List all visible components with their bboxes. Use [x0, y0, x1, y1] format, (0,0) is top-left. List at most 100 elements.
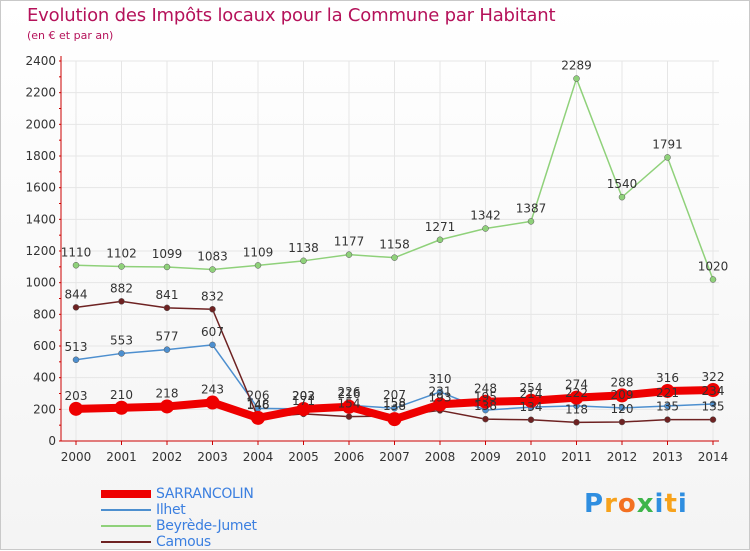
data-label-ilhet: 513	[65, 340, 88, 354]
y-tick-label: 600	[33, 339, 56, 353]
data-point-camous	[209, 306, 216, 313]
data-point-beyr-de-jumet	[527, 218, 535, 225]
data-point-sarrancolin	[615, 388, 629, 403]
data-label-ilhet: 214	[520, 387, 543, 401]
y-tick-label: 2200	[25, 86, 56, 100]
data-labels: 203 210 218 243 146 202 216 138 231 248 254 274 288 3…	[61, 59, 729, 417]
data-label-beyr-de-jumet: 1540	[607, 177, 638, 191]
data-label-beyr-de-jumet: 1158	[379, 238, 410, 252]
data-point-beyr-de-jumet	[618, 193, 626, 201]
logo-letter: i	[677, 489, 688, 519]
data-label-ilhet: 207	[383, 388, 406, 402]
data-point-camous	[163, 304, 171, 312]
data-label-camous: 171	[292, 394, 315, 408]
x-tick-label: 2013	[652, 450, 683, 464]
legend-swatch-ilhet	[101, 509, 151, 511]
data-point-ilhet	[163, 346, 171, 353]
data-label-sarrancolin: 146	[247, 398, 270, 412]
data-label-sarrancolin: 243	[201, 383, 224, 397]
y-tick-label: 0	[48, 434, 56, 448]
data-label-camous: 148	[247, 398, 270, 412]
series-lines	[69, 75, 720, 427]
data-point-beyr-de-jumet	[209, 266, 216, 273]
y-tick-label: 1200	[25, 244, 56, 258]
data-label-sarrancolin: 231	[429, 384, 452, 398]
data-label-ilhet: 195	[474, 390, 497, 404]
data-label-ilhet: 209	[611, 388, 634, 402]
data-label-beyr-de-jumet: 1099	[152, 247, 183, 261]
y-tick-label: 400	[33, 371, 56, 385]
y-tick-label: 2400	[25, 54, 56, 68]
data-point-beyr-de-jumet	[254, 262, 262, 269]
data-label-camous: 138	[474, 399, 497, 413]
y-tick-label: 2000	[25, 117, 56, 131]
x-tick-label: 2002	[152, 450, 183, 464]
x-tick-label: 2006	[334, 450, 365, 464]
y-tick-label: 1400	[25, 212, 56, 226]
legend-label-camous: Camous	[156, 534, 211, 550]
x-tick-label: 2005	[288, 450, 319, 464]
x-tick-label: 2010	[516, 450, 547, 464]
data-label-ilhet: 310	[429, 372, 452, 386]
logo-letter: o	[617, 489, 637, 519]
x-tick-label: 2009	[470, 450, 501, 464]
y-tick-label: 1000	[25, 276, 56, 290]
legend-item-beyr-de-jumet: Beyrède-Jumet	[101, 518, 257, 534]
chart-title: Evolution des Impôts locaux pour la Comm…	[27, 5, 556, 26]
data-label-camous: 134	[520, 400, 543, 414]
data-point-beyr-de-jumet	[72, 262, 80, 269]
data-point-sarrancolin	[296, 402, 311, 417]
data-label-sarrancolin: 218	[156, 386, 179, 400]
data-point-sarrancolin	[251, 410, 265, 425]
data-label-ilhet: 221	[656, 386, 679, 400]
y-tick-label: 1600	[25, 181, 56, 195]
data-label-camous: 882	[110, 281, 133, 295]
x-tick-label: 2012	[607, 450, 638, 464]
data-label-sarrancolin: 138	[383, 399, 406, 413]
data-label-sarrancolin: 210	[110, 388, 133, 402]
data-point-camous	[664, 416, 671, 423]
data-label-ilhet: 553	[110, 333, 133, 347]
data-point-sarrancolin	[569, 390, 584, 405]
data-label-beyr-de-jumet: 1177	[334, 235, 365, 249]
data-label-ilhet: 234	[702, 384, 725, 398]
x-tick-label: 2007	[379, 450, 410, 464]
legend: SARRANCOLIN Ilhet Beyrède-Jumet Camous	[101, 486, 257, 550]
data-label-camous: 120	[611, 402, 634, 416]
data-label-camous: 158	[383, 396, 406, 410]
data-label-beyr-de-jumet: 1791	[652, 137, 683, 151]
data-label-camous: 193	[429, 390, 452, 404]
x-tick-label: 2008	[425, 450, 456, 464]
data-label-sarrancolin: 216	[338, 387, 361, 401]
chart-subtitle: (en € et par an)	[27, 29, 114, 42]
x-tick-label: 2000	[61, 450, 92, 464]
data-point-camous	[345, 413, 353, 420]
data-point-camous	[482, 415, 489, 423]
data-label-ilhet: 577	[156, 330, 179, 344]
data-point-beyr-de-jumet	[482, 225, 489, 232]
data-point-beyr-de-jumet	[436, 236, 444, 244]
data-point-ilhet	[664, 402, 671, 410]
data-label-sarrancolin: 322	[702, 370, 725, 384]
data-point-camous	[618, 418, 626, 426]
data-point-beyr-de-jumet	[118, 263, 125, 270]
data-label-ilhet: 607	[201, 325, 224, 339]
data-point-beyr-de-jumet	[709, 276, 717, 283]
data-point-sarrancolin	[478, 394, 493, 409]
data-label-camous: 841	[156, 288, 179, 302]
data-point-sarrancolin	[660, 383, 675, 398]
legend-label-sarrancolin: SARRANCOLIN	[156, 486, 254, 502]
data-label-ilhet: 206	[247, 388, 270, 402]
x-tick-label: 2004	[243, 450, 274, 464]
data-point-beyr-de-jumet	[391, 254, 398, 261]
data-point-camous	[573, 419, 580, 426]
data-point-camous	[118, 298, 125, 305]
data-label-camous: 135	[702, 400, 725, 414]
data-point-ilhet	[618, 404, 626, 412]
data-point-sarrancolin	[524, 393, 538, 408]
axes: 0 200 400 600 800 1000 1200 1400 1600 1800 2000 220…	[25, 54, 728, 464]
data-label-ilhet: 226	[338, 385, 361, 399]
data-label-ilhet: 222	[565, 386, 588, 400]
